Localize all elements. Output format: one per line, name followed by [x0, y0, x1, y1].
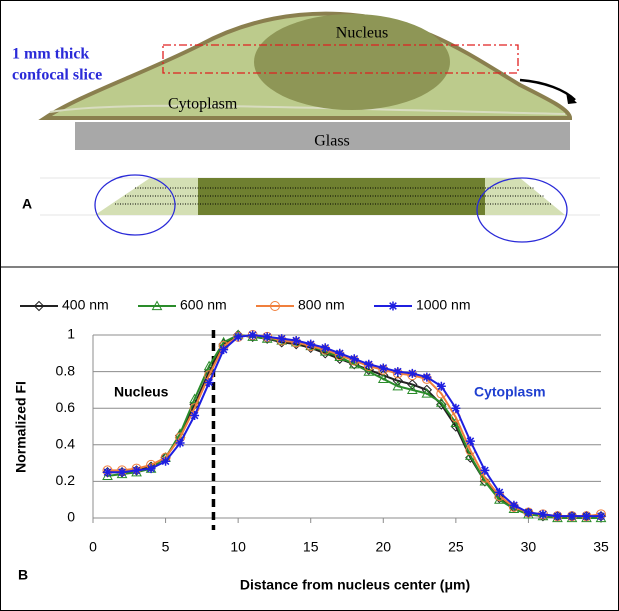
glass-label: Glass	[314, 133, 350, 150]
y-tick-label: 0.6	[56, 399, 76, 415]
marker	[479, 476, 491, 487]
marker	[348, 358, 360, 369]
marker	[567, 511, 577, 521]
marker	[364, 359, 374, 369]
legend-marker	[270, 301, 280, 311]
marker	[161, 456, 171, 466]
slice-label: 1 mm thick	[12, 46, 89, 63]
marker	[581, 511, 591, 521]
marker	[377, 373, 389, 384]
legend-marker	[151, 300, 163, 311]
marker	[494, 494, 505, 504]
legend-marker	[388, 301, 398, 311]
membrane-line	[49, 104, 566, 115]
marker	[378, 363, 388, 373]
marker	[204, 378, 214, 388]
marker	[248, 330, 258, 340]
legend-label: 800 nm	[298, 297, 345, 313]
confocal-slice	[162, 44, 519, 74]
marker	[406, 384, 418, 394]
panel-label: B	[18, 567, 28, 583]
marker	[393, 367, 403, 377]
marker	[509, 500, 519, 510]
marker	[306, 339, 316, 349]
x-axis-title: Distance from nucleus center (μm)	[240, 577, 470, 593]
glass	[75, 122, 570, 150]
panel-label: A	[22, 196, 32, 212]
marker	[407, 368, 417, 378]
marker	[451, 403, 461, 413]
marker	[494, 487, 504, 497]
marker	[189, 393, 200, 404]
marker	[436, 381, 446, 391]
x-tick-label: 30	[521, 539, 537, 555]
legend-label: 400 nm	[62, 297, 109, 313]
y-axis-title: Normalized FI	[13, 381, 29, 473]
marker	[146, 464, 156, 474]
annotation: Nucleus	[114, 384, 169, 400]
x-tick-label: 0	[89, 539, 97, 555]
marker	[465, 436, 475, 446]
annotation: Cytoplasm	[474, 384, 546, 400]
marker	[262, 332, 272, 342]
arrow	[519, 78, 576, 101]
marker	[538, 509, 548, 519]
legend-label: 1000 nm	[416, 297, 470, 313]
legend-marker	[33, 300, 45, 312]
x-tick-label: 25	[448, 539, 464, 555]
x-tick-label: 35	[593, 539, 609, 555]
marker	[392, 380, 404, 391]
y-tick-label: 0	[67, 509, 75, 525]
marker	[203, 360, 215, 371]
marker	[421, 388, 433, 398]
marker	[480, 465, 490, 475]
marker	[523, 508, 533, 518]
marker	[363, 366, 375, 376]
slice-label: confocal slice	[12, 67, 102, 84]
marker	[596, 511, 606, 521]
marker	[320, 343, 330, 353]
x-tick-label: 5	[162, 539, 170, 555]
edge-circle	[476, 177, 568, 243]
nucleus-label: Nucleus	[336, 25, 388, 42]
y-tick-label: 1	[67, 326, 75, 342]
cytoplasm-label: Cytoplasm	[168, 96, 238, 113]
marker	[349, 354, 359, 364]
edge-circle	[94, 174, 176, 236]
legend-label: 600 nm	[180, 297, 227, 313]
marker	[291, 335, 301, 345]
marker	[132, 465, 142, 475]
y-tick-label: 0.2	[56, 472, 76, 488]
marker	[552, 511, 562, 521]
marker	[117, 467, 127, 477]
marker	[277, 334, 287, 344]
series-line	[107, 333, 601, 519]
x-tick-label: 15	[303, 539, 319, 555]
nucleus-section	[198, 178, 485, 215]
marker	[435, 397, 447, 407]
marker	[422, 372, 432, 382]
y-tick-label: 0.8	[56, 362, 76, 378]
x-tick-label: 10	[230, 539, 246, 555]
marker	[103, 467, 113, 477]
arrow-head	[566, 92, 577, 104]
x-tick-label: 20	[375, 539, 391, 555]
nucleus	[254, 14, 450, 110]
marker	[363, 364, 374, 375]
marker	[175, 438, 185, 448]
marker	[219, 345, 229, 355]
marker	[233, 332, 243, 342]
marker	[190, 411, 200, 421]
y-tick-label: 0.4	[56, 436, 76, 452]
marker	[335, 348, 345, 358]
